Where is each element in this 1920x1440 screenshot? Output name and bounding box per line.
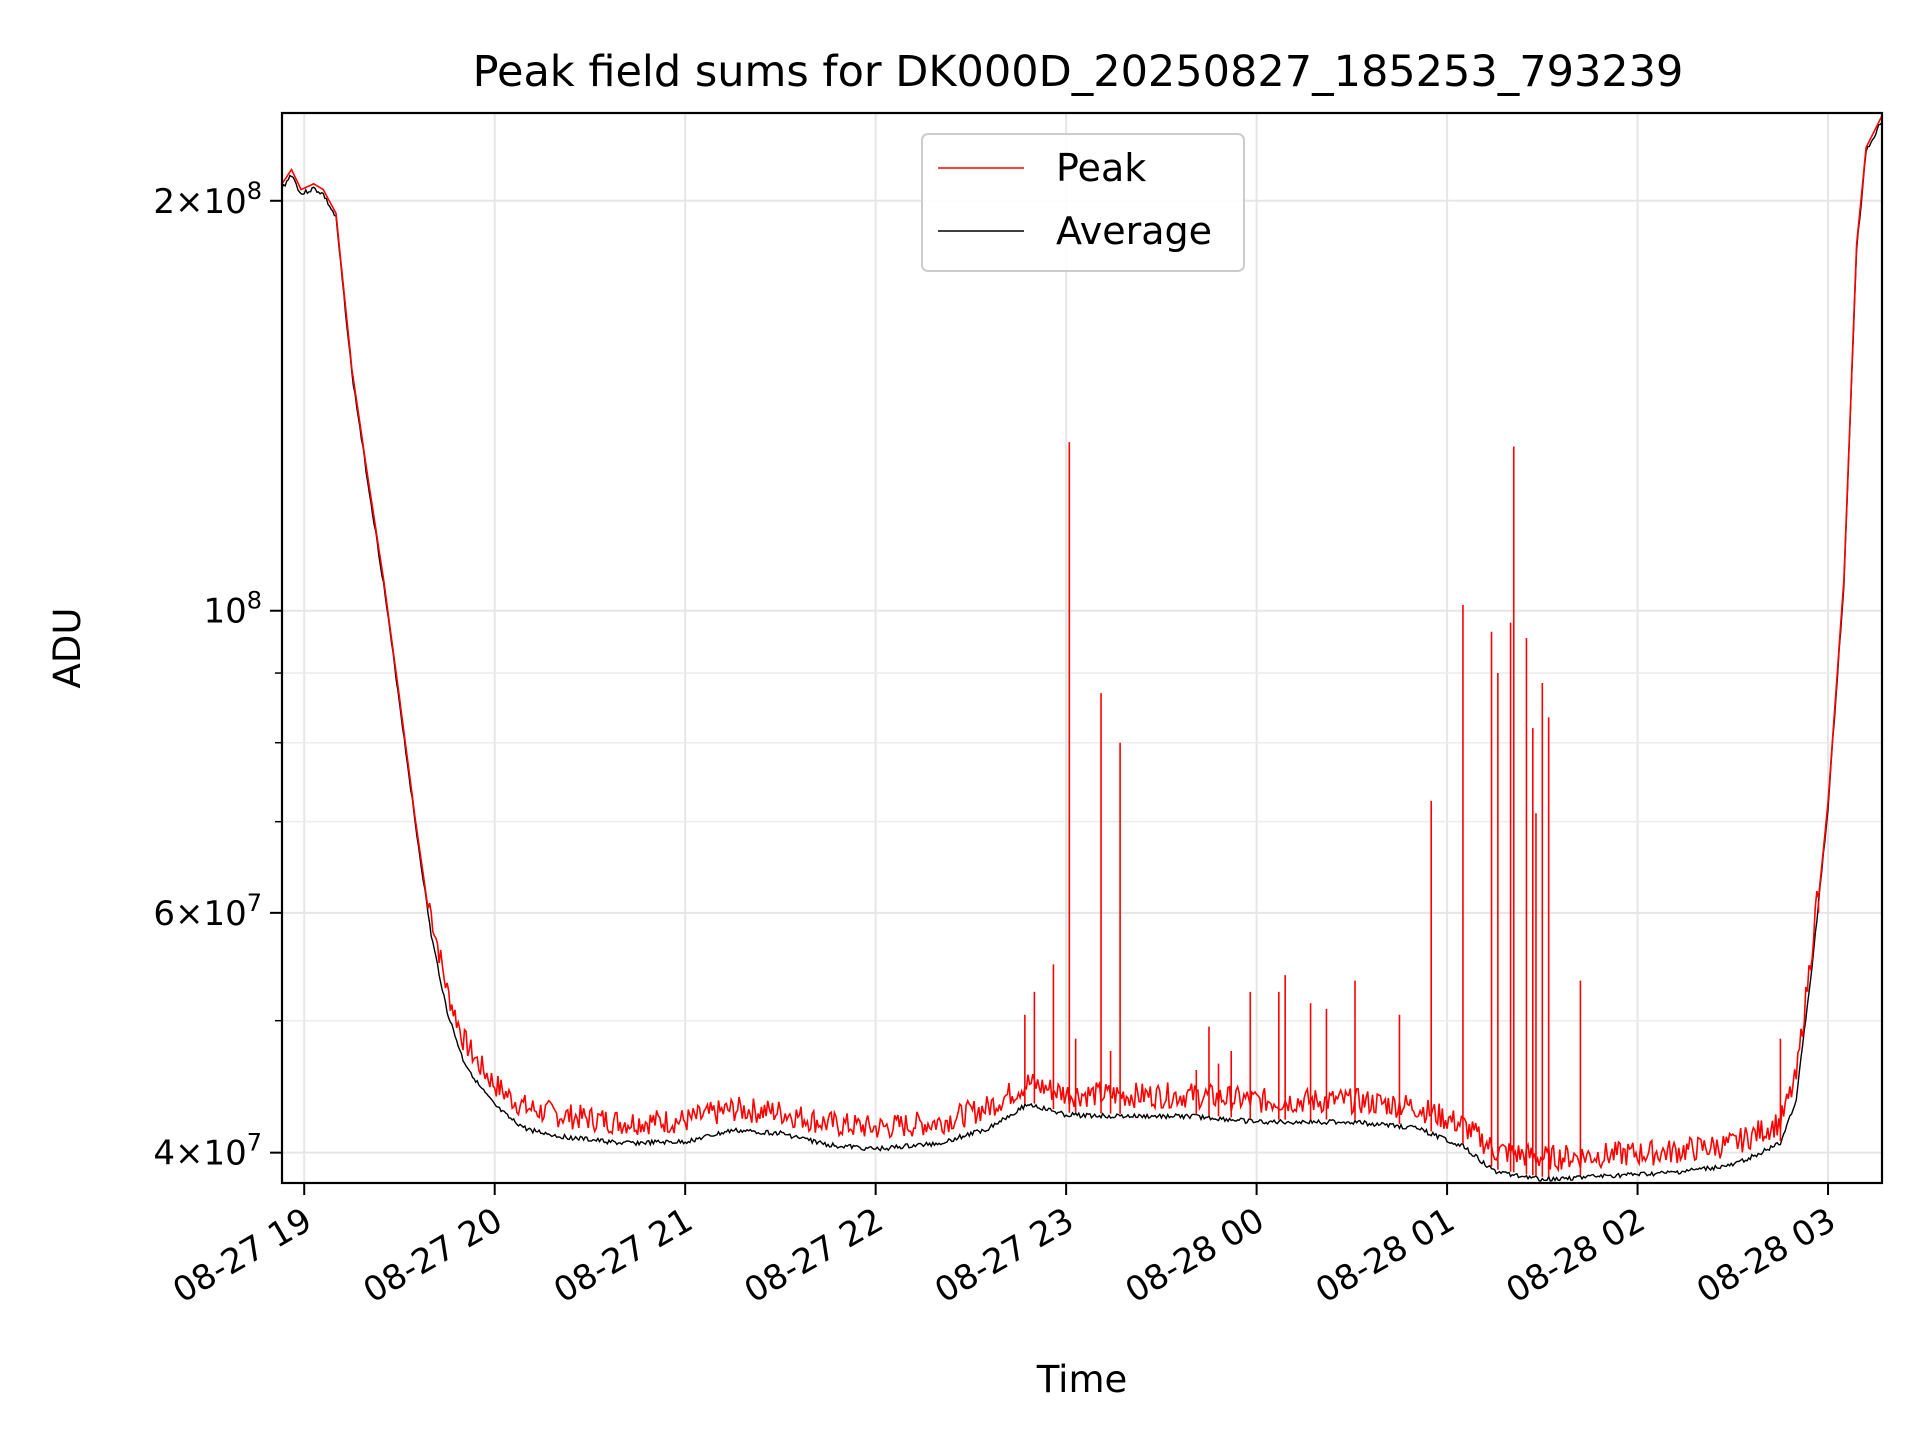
y-tick-label: 108 (203, 587, 262, 632)
peak-line (281, 115, 1883, 1173)
grid (282, 113, 1882, 1183)
x-tick-label: 08-28 02 (1500, 1200, 1652, 1311)
x-axis-label: Time (1036, 1358, 1128, 1401)
x-tick-label: 08-27 20 (357, 1200, 509, 1311)
average-line (281, 121, 1883, 1182)
peak-series (281, 115, 1883, 1177)
x-tick-label: 08-28 00 (1119, 1200, 1271, 1311)
y-axis-label: ADU (46, 608, 89, 689)
x-axis-ticks: 08-27 19 08-27 20 08-27 21 08-27 22 08-27 23… (166, 1183, 1843, 1311)
y-tick-label: 6×107 (153, 889, 262, 934)
chart-title: Peak field sums for DK000D_20250827_1852… (473, 47, 1684, 97)
legend-label-average: Average (1056, 209, 1212, 253)
legend: Peak Average (921, 133, 1245, 272)
x-tick-label: 08-27 23 (928, 1200, 1080, 1311)
y-tick-label: 2×108 (153, 177, 262, 222)
y-tick-label: 4×107 (153, 1129, 262, 1174)
x-tick-label: 08-28 01 (1309, 1200, 1461, 1311)
legend-label-peak: Peak (1056, 146, 1146, 190)
y-axis-ticks: 4×107 6×107 108 2×108 (153, 177, 282, 1174)
x-tick-label: 08-28 03 (1690, 1200, 1842, 1311)
average-series (281, 121, 1883, 1182)
plot-frame (280, 111, 1884, 1185)
x-tick-label: 08-27 19 (166, 1200, 318, 1311)
x-tick-label: 08-27 21 (547, 1200, 699, 1311)
x-tick-label: 08-27 22 (738, 1200, 890, 1311)
